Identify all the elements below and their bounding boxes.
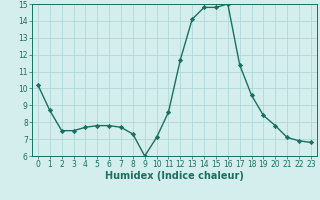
X-axis label: Humidex (Indice chaleur): Humidex (Indice chaleur) [105,171,244,181]
